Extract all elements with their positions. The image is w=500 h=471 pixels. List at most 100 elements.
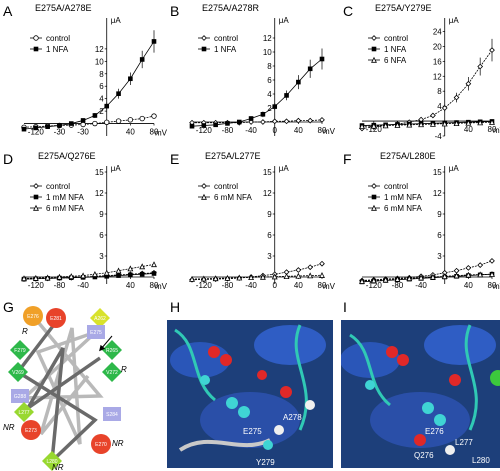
panel-letter-i: I: [343, 299, 347, 315]
wheel-tag-nr-right: NR: [112, 439, 124, 448]
residue-label: L280: [46, 459, 57, 465]
panel-letter-d: D: [3, 151, 13, 167]
structure-i: E276 L277 Q276 L280: [341, 320, 500, 468]
data-point: [418, 121, 425, 128]
data-point: [56, 273, 63, 280]
y-tick-label: 24: [433, 27, 442, 36]
data-point: [115, 118, 122, 124]
legend-label: control: [384, 182, 408, 191]
x-tick-label: -80: [222, 281, 234, 290]
panel-letter-a: A: [3, 3, 13, 19]
y-tick-label: 2: [267, 104, 272, 113]
data-point: [465, 119, 472, 126]
y-tick-label: 6: [267, 76, 272, 85]
structure-i-molecule: [341, 324, 500, 455]
data-point: [307, 272, 314, 279]
data-point: [236, 274, 243, 281]
x-tick-label: 40: [464, 281, 473, 290]
chart-e: E275A/L277E μA mV 15 12 9 6 3 -120 -80 -40 0 40 80 con…: [189, 151, 336, 291]
x-tick-label: 80: [318, 126, 327, 135]
x-tick-label: 40: [464, 125, 473, 134]
legend-marker: [33, 35, 39, 41]
residue-circle: [23, 306, 43, 326]
data-point: [441, 105, 448, 111]
data-point: [248, 119, 254, 125]
panel-letter-f: F: [343, 151, 352, 167]
y-tick-label: 3: [267, 252, 272, 261]
chart-title: E275A/Q276E: [38, 151, 96, 161]
y-tick-label: 6: [99, 82, 104, 91]
legend-label: 6 mM NFA: [46, 204, 84, 213]
data-point: [21, 275, 27, 282]
data-point: [319, 56, 325, 62]
chart-c: E275A/Y279EμAmV2420161284-4-1204080contr…: [359, 3, 500, 141]
data-point: [224, 274, 231, 281]
data-point: [128, 76, 133, 82]
data-point: [272, 104, 278, 109]
legend-label: 1 NFA: [384, 45, 407, 54]
data-point: [319, 117, 325, 123]
data-point: [453, 94, 460, 101]
data-point: [394, 121, 401, 128]
x-unit-label: mV: [155, 129, 168, 138]
data-point: [92, 274, 98, 280]
legend-marker: [201, 46, 207, 52]
data-point: [307, 264, 314, 271]
y-tick-label: 4: [437, 102, 442, 111]
data-point: [394, 275, 401, 282]
residue-label: V269: [12, 370, 24, 376]
data-point: [225, 121, 230, 126]
chart-title: E275A/Y279E: [375, 3, 432, 13]
y-unit-label: μA: [279, 164, 290, 173]
structure-label-e275: E275: [243, 427, 262, 436]
y-tick-label: 6: [267, 231, 272, 240]
chart-title: E275A/L277E: [205, 151, 261, 161]
y-unit-label: μA: [449, 16, 460, 25]
x-tick-label: -40: [415, 281, 427, 290]
data-point: [128, 272, 133, 278]
structure-label-a278: A278: [283, 413, 302, 422]
data-point: [453, 120, 460, 127]
residue-label: F279: [14, 348, 26, 354]
data-point: [259, 273, 266, 280]
data-point: [453, 267, 460, 274]
residue-square: [11, 389, 29, 403]
data-point: [115, 267, 122, 274]
residue-diamond: [10, 340, 30, 360]
residue-square: [103, 407, 121, 421]
legend-label: control: [214, 34, 238, 43]
y-tick-label: 2: [99, 107, 104, 116]
data-point: [295, 267, 302, 273]
data-point: [151, 271, 157, 276]
legend-label: 6 mM NFA: [214, 193, 252, 202]
data-point: [189, 123, 195, 129]
helical-wheel: E276 E281 A262 E275 F279 R265 V269 V272 G288 L277…: [3, 306, 127, 471]
y-tick-label: 3: [437, 252, 442, 261]
data-point: [283, 118, 290, 125]
residue-label: E281: [50, 316, 62, 322]
x-tick-label: 80: [318, 281, 327, 290]
data-point: [189, 275, 195, 282]
y-unit-label: μA: [449, 164, 460, 173]
legend-marker: [371, 194, 377, 200]
data-point: [45, 124, 50, 129]
data-point: [68, 273, 75, 279]
series-line-0: [361, 49, 493, 129]
data-point: [283, 273, 290, 279]
panel-letter-h: H: [170, 299, 180, 315]
x-tick-label: -80: [54, 281, 66, 290]
data-point: [319, 272, 325, 278]
data-point: [370, 122, 377, 129]
data-point: [418, 274, 425, 281]
y-tick-label: 8: [99, 70, 104, 79]
y-tick-label: -4: [435, 132, 443, 141]
y-tick-label: 12: [263, 189, 272, 198]
data-point: [57, 123, 62, 128]
y-tick-label: 10: [95, 57, 104, 66]
legend-label: 1 mM NFA: [384, 193, 422, 202]
data-point: [104, 274, 110, 279]
data-point: [430, 112, 436, 119]
data-point: [139, 57, 145, 62]
x-unit-label: mV: [323, 282, 336, 291]
